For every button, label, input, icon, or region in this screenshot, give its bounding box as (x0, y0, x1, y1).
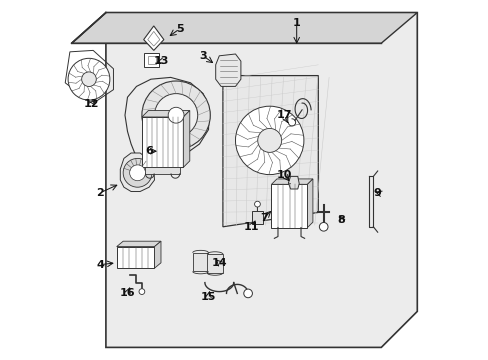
Bar (251, 211, 263, 224)
Polygon shape (117, 241, 161, 247)
Text: 1: 1 (292, 18, 300, 28)
Circle shape (235, 106, 303, 175)
Text: 8: 8 (337, 215, 345, 225)
Polygon shape (72, 13, 416, 43)
Text: 5: 5 (176, 24, 183, 34)
Text: 10: 10 (276, 170, 291, 180)
Text: 11: 11 (244, 222, 259, 232)
Circle shape (81, 72, 96, 86)
Text: 15: 15 (201, 292, 216, 302)
Text: 16: 16 (120, 288, 135, 298)
Text: 12: 12 (83, 99, 99, 109)
Circle shape (123, 158, 152, 187)
Polygon shape (120, 153, 154, 192)
Polygon shape (183, 111, 189, 167)
Polygon shape (215, 54, 241, 86)
Text: 2: 2 (97, 188, 104, 198)
Polygon shape (288, 176, 299, 189)
Circle shape (244, 289, 252, 298)
Polygon shape (143, 26, 163, 50)
Polygon shape (142, 111, 189, 117)
Text: 14: 14 (211, 258, 226, 268)
Bar (117, 247, 154, 268)
Text: 13: 13 (154, 56, 169, 66)
Circle shape (254, 201, 260, 207)
Polygon shape (106, 13, 416, 347)
Text: 3: 3 (199, 51, 206, 61)
Circle shape (168, 107, 183, 123)
Circle shape (319, 222, 327, 231)
Bar (206, 254, 223, 273)
Circle shape (129, 165, 145, 181)
Polygon shape (144, 53, 159, 67)
Text: 7: 7 (260, 213, 267, 223)
Circle shape (154, 94, 197, 137)
Bar (271, 184, 307, 228)
Polygon shape (154, 241, 161, 268)
Text: 4: 4 (96, 260, 104, 270)
Bar (142, 117, 183, 167)
Circle shape (68, 58, 110, 100)
Polygon shape (145, 167, 179, 174)
Polygon shape (307, 179, 312, 228)
Circle shape (257, 129, 281, 152)
Polygon shape (271, 179, 312, 184)
Bar (192, 253, 208, 271)
Circle shape (139, 289, 144, 294)
Text: 6: 6 (145, 146, 153, 156)
Polygon shape (223, 76, 318, 227)
Text: 17: 17 (276, 110, 291, 120)
Circle shape (142, 81, 210, 149)
Text: 9: 9 (373, 188, 381, 198)
